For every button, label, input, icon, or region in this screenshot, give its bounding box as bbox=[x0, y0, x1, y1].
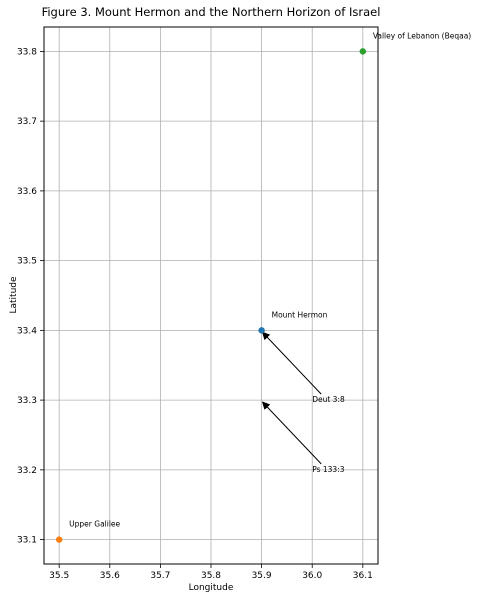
y-tick-label: 33.4 bbox=[17, 326, 37, 336]
x-tick-label: 36.1 bbox=[353, 571, 373, 581]
data-point bbox=[359, 48, 367, 55]
y-tick-label: 33.5 bbox=[17, 257, 37, 267]
x-tick-label: 36.0 bbox=[302, 571, 322, 581]
annotation-label: Ps 133:3 bbox=[312, 465, 345, 474]
point-label: Upper Galilee bbox=[69, 520, 120, 529]
y-axis-label: Latitude bbox=[9, 276, 19, 314]
point-label: Mount Hermon bbox=[272, 310, 328, 319]
y-tick-label: 33.1 bbox=[17, 536, 37, 546]
y-tick-label: 33.2 bbox=[17, 466, 37, 476]
data-point bbox=[258, 327, 265, 334]
y-tick-label: 33.8 bbox=[17, 47, 37, 57]
y-tick-label: 33.7 bbox=[17, 117, 37, 127]
x-tick-label: 35.9 bbox=[252, 571, 272, 581]
point-label: Valley of Lebanon (Beqaa) bbox=[373, 31, 471, 40]
annotation-label: Deut 3:8 bbox=[312, 395, 345, 404]
annotation-arrow bbox=[261, 401, 322, 465]
annotations: Deut 3:8 Ps 133:3 bbox=[261, 331, 345, 474]
annotation-arrow bbox=[261, 331, 322, 395]
chart-title: Figure 3. Mount Hermon and the Northern … bbox=[42, 5, 381, 19]
data-points: Upper Galilee Mount Hermon Valley of Leban… bbox=[55, 31, 471, 543]
x-tick-label: 35.7 bbox=[150, 571, 170, 581]
x-tick-label: 35.5 bbox=[49, 571, 69, 581]
x-axis-label: Longitude bbox=[189, 583, 234, 593]
y-tick-label: 33.6 bbox=[17, 187, 37, 197]
x-tick-label: 35.6 bbox=[100, 571, 120, 581]
grid bbox=[44, 27, 378, 564]
data-point bbox=[55, 536, 63, 543]
x-tick-label: 35.8 bbox=[201, 571, 221, 581]
y-tick-label: 33.3 bbox=[17, 396, 37, 406]
axis-ticks: 35.5 35.6 35.7 35.8 35.9 36.0 36.1 33.1 33.2 33.3… bbox=[17, 47, 373, 581]
